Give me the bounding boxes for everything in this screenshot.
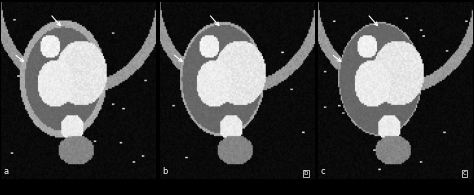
Text: c: c xyxy=(321,168,326,176)
Text: b: b xyxy=(162,168,167,176)
Text: c: c xyxy=(463,170,466,176)
Text: b: b xyxy=(303,170,308,176)
Text: a: a xyxy=(3,168,9,176)
